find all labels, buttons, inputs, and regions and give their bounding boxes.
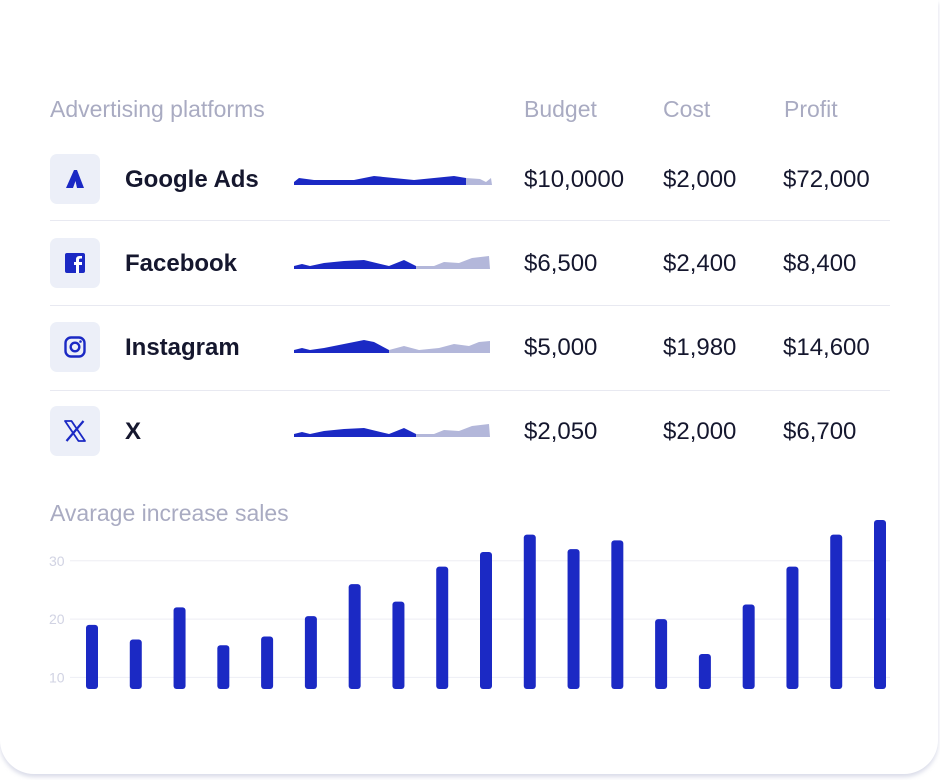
cost-value: $1,980 (663, 334, 737, 361)
row-divider (50, 220, 890, 221)
trend-sparkline (294, 340, 490, 353)
platforms-header: Advertising platforms (50, 96, 265, 122)
profit-header: Profit (784, 96, 838, 122)
platform-row-google-ads[interactable]: Google Ads $10,0000 $2,000 $72,000 (50, 154, 890, 206)
chart-bar (523, 534, 536, 689)
row-divider (50, 390, 890, 391)
chart-bar (830, 534, 843, 689)
chart-bar (786, 566, 799, 689)
chart-bar (436, 566, 449, 689)
chart-bar (698, 654, 711, 689)
budget-header: Budget (524, 96, 597, 122)
chart-bar (655, 619, 668, 689)
x-icon (50, 406, 100, 456)
trend-sparkline (294, 424, 490, 437)
cost-value: $2,000 (663, 166, 737, 193)
trend-sparkline (294, 176, 492, 185)
chart-bar (304, 616, 317, 689)
instagram-icon (50, 322, 100, 372)
cost-value: $2,000 (663, 418, 737, 445)
trend-sparkline (294, 256, 490, 269)
facebook-icon (50, 238, 100, 288)
budget-value: $2,050 (524, 418, 598, 445)
chart-bar (173, 607, 186, 689)
profit-value: $8,400 (783, 250, 857, 277)
chart-bar (480, 552, 492, 689)
platform-row-instagram[interactable]: Instagram $5,000 $1,980 $14,600 (50, 322, 890, 374)
chart-bar (217, 645, 230, 689)
y-tick-label: 10 (49, 669, 65, 685)
chart-bar (348, 584, 361, 689)
budget-value: $10,0000 (524, 166, 625, 193)
budget-value: $6,500 (524, 250, 598, 277)
google-ads-icon (50, 154, 100, 204)
platform-row-x[interactable]: X $2,050 $2,000 $6,700 (50, 406, 890, 458)
chart-bar (129, 639, 142, 689)
platform-row-facebook[interactable]: Facebook $6,500 $2,400 $8,400 (50, 238, 890, 290)
profit-value: $72,000 (783, 166, 870, 193)
chart-bar (611, 540, 624, 689)
chart-bar (567, 549, 580, 689)
chart-title: Avarage increase sales (50, 500, 289, 526)
cost-header: Cost (663, 96, 711, 122)
chart-bar (392, 601, 405, 689)
y-tick-label: 30 (49, 553, 65, 569)
platform-name: Instagram (125, 334, 240, 361)
platform-name: X (125, 418, 142, 445)
profit-value: $14,600 (783, 334, 870, 361)
chart-bar (742, 604, 755, 689)
cost-value: $2,400 (663, 250, 737, 277)
budget-value: $5,000 (524, 334, 598, 361)
platform-name: Google Ads (125, 166, 259, 193)
chart-bar (86, 624, 98, 689)
row-divider (50, 305, 890, 306)
y-tick-label: 20 (49, 611, 65, 627)
profit-value: $6,700 (783, 418, 857, 445)
platform-name: Facebook (125, 250, 238, 277)
chart-bar (874, 520, 886, 689)
chart-bar (261, 636, 274, 689)
